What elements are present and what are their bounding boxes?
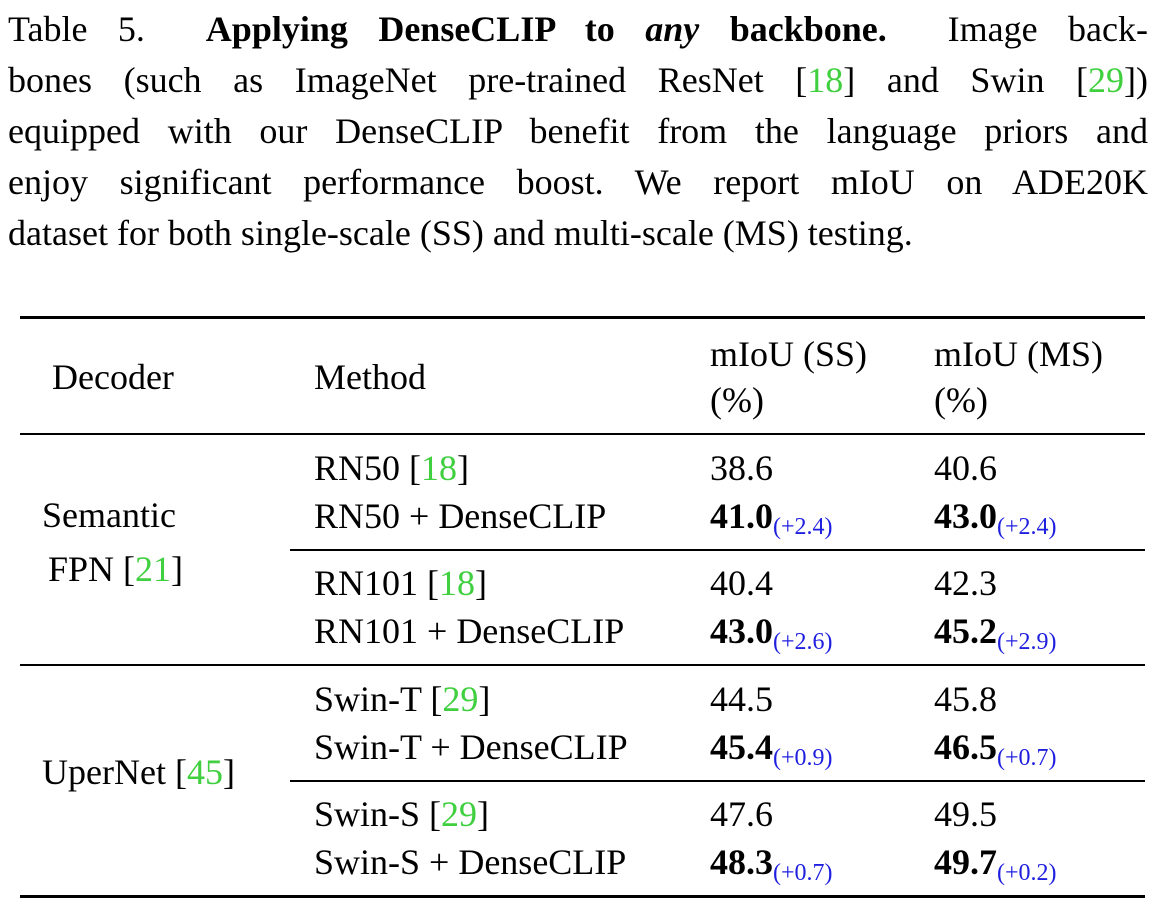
group-partial-rule	[290, 549, 1145, 551]
ms-delta: (+0.7)	[997, 745, 1057, 771]
ss-value: 47.6	[710, 794, 773, 834]
citation-link[interactable]: 21	[135, 549, 172, 589]
ss-delta: (+2.6)	[773, 629, 833, 655]
caption-line-3: equipped with our DenseCLIP benefit from…	[8, 111, 1148, 151]
method-text: Swin-S [	[314, 794, 442, 834]
caption-title-italic: any	[645, 9, 700, 49]
citation-link[interactable]: 29	[441, 794, 478, 834]
method-cell: Swin-T + DenseCLIP	[314, 727, 628, 767]
results-table: Decoder Method mIoU (SS) (%) mIoU (MS) (…	[20, 316, 1145, 898]
decoder-text: FPN [	[48, 549, 136, 589]
header-rule	[20, 433, 1145, 435]
caption-line2-part-b: ] and Swin [	[843, 60, 1089, 100]
caption-line2-part-c: ])	[1124, 60, 1149, 100]
method-text: RN101 [	[314, 563, 439, 603]
method-bracket: ]	[457, 448, 469, 488]
caption-line2-part-a: bones (such as ImageNet pre-trained ResN…	[8, 60, 808, 100]
citation-link[interactable]: 18	[439, 563, 475, 603]
method-bracket: ]	[477, 794, 490, 834]
decoder-upernet: UperNet [45]	[42, 749, 235, 795]
caption-line-5: dataset for both single-scale (SS) and m…	[8, 213, 913, 253]
top-rule	[20, 316, 1145, 319]
ms-value-improved: 46.5(+0.7)	[934, 724, 1057, 781]
ms-value: 49.5	[934, 794, 997, 834]
decoder-text: UperNet [	[42, 752, 187, 792]
caption-line-2: bones (such as ImageNet pre-trained ResN…	[8, 55, 1148, 106]
ss-delta: (+0.9)	[773, 745, 833, 771]
header-miou-ss-line1: mIoU (SS)	[710, 334, 868, 374]
ms-delta: (+2.9)	[997, 629, 1057, 655]
caption-title-end: backbone.	[729, 9, 887, 49]
ss-value: 40.4	[710, 563, 773, 603]
ss-value-improved: 41.0(+2.4)	[710, 493, 833, 550]
decoder-line2: FPN [21]	[42, 542, 183, 596]
method-bracket: ]	[478, 679, 491, 719]
ms-value-bold: 46.5	[934, 727, 997, 767]
method-text: Swin-T [	[314, 679, 443, 719]
ms-value-bold: 45.2	[934, 611, 997, 651]
header-decoder: Decoder	[52, 357, 174, 397]
citation-link[interactable]: 18	[807, 60, 844, 100]
citation-link[interactable]: 29	[1088, 60, 1125, 100]
method-cell: Swin-S [29]	[314, 791, 489, 837]
decoder-bracket: ]	[222, 752, 235, 792]
caption-line1-rest: Image back-	[947, 9, 1148, 49]
ms-value: 45.8	[934, 679, 997, 719]
ss-value-bold: 48.3	[710, 842, 773, 882]
group-partial-rule	[290, 780, 1145, 782]
ss-value-improved: 45.4(+0.9)	[710, 724, 833, 781]
ss-delta: (+0.7)	[773, 860, 833, 886]
ss-value-bold: 43.0	[710, 611, 773, 651]
method-cell: RN50 + DenseCLIP	[314, 496, 607, 536]
ss-value-bold: 45.4	[710, 727, 773, 767]
group-separator-rule	[20, 664, 1145, 666]
ss-value: 38.6	[710, 448, 773, 488]
ms-value: 42.3	[934, 563, 997, 603]
ms-value-improved: 49.7(+0.2)	[934, 839, 1057, 896]
bottom-rule	[20, 895, 1145, 898]
ss-delta: (+2.4)	[773, 514, 833, 540]
caption-label: Table 5.	[8, 9, 145, 49]
citation-link[interactable]: 18	[421, 448, 457, 488]
ms-value-improved: 43.0(+2.4)	[934, 493, 1057, 550]
method-cell: Swin-T [29]	[314, 676, 490, 722]
ss-value: 44.5	[710, 679, 773, 719]
ms-value-improved: 45.2(+2.9)	[934, 608, 1057, 665]
method-cell: Swin-S + DenseCLIP	[314, 842, 627, 882]
caption-line-1: Table 5. Applying DenseCLIP to any backb…	[8, 4, 1148, 55]
method-bracket: ]	[475, 563, 487, 603]
ms-value-bold: 43.0	[934, 496, 997, 536]
header-miou-ms-line2: (%)	[934, 380, 988, 420]
table-caption: Table 5. Applying DenseCLIP to any backb…	[8, 4, 1148, 259]
header-method: Method	[314, 357, 426, 397]
header-miou-ss-line2: (%)	[710, 380, 764, 420]
ms-delta: (+2.4)	[997, 514, 1057, 540]
method-cell: RN101 + DenseCLIP	[314, 611, 625, 651]
method-cell: RN50 [18]	[314, 445, 469, 491]
caption-title: Applying DenseCLIP to	[205, 9, 615, 49]
method-cell: RN101 [18]	[314, 560, 487, 606]
ss-value-improved: 43.0(+2.6)	[710, 608, 833, 665]
caption-line-4: enjoy significant performance boost. We …	[8, 162, 1148, 202]
ms-value-bold: 49.7	[934, 842, 997, 882]
header-miou-ms-line1: mIoU (MS)	[934, 334, 1103, 374]
decoder-semantic-fpn: Semantic FPN [21]	[42, 488, 183, 596]
ss-value-bold: 41.0	[710, 496, 773, 536]
method-text: RN50 [	[314, 448, 421, 488]
header-miou-ms: mIoU (MS) (%)	[934, 331, 1103, 423]
header-miou-ss: mIoU (SS) (%)	[710, 331, 867, 423]
citation-link[interactable]: 45	[186, 752, 223, 792]
decoder-bracket: ]	[171, 549, 184, 589]
ms-delta: (+0.2)	[997, 860, 1057, 886]
ms-value: 40.6	[934, 448, 997, 488]
ss-value-improved: 48.3(+0.7)	[710, 839, 833, 896]
decoder-line1: Semantic	[42, 495, 176, 535]
citation-link[interactable]: 29	[442, 679, 479, 719]
